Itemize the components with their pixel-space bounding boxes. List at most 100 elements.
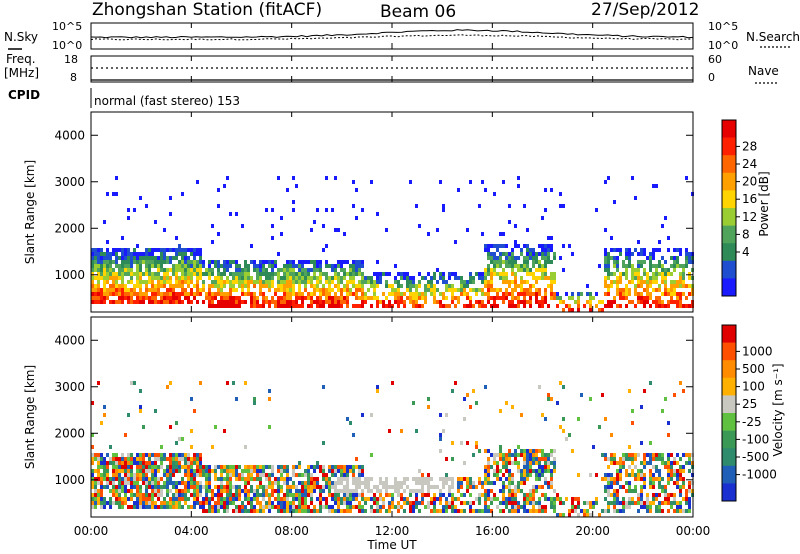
range-cell xyxy=(439,497,442,501)
range-cell xyxy=(97,288,100,292)
range-cell xyxy=(286,268,289,272)
range-cell xyxy=(169,256,172,260)
range-cell xyxy=(421,276,424,280)
range-cell xyxy=(166,385,169,389)
range-cell xyxy=(253,397,256,401)
range-cell xyxy=(331,296,334,300)
range-cell xyxy=(91,505,94,509)
range-cell xyxy=(502,457,505,461)
range-cell xyxy=(106,465,109,469)
range-cell xyxy=(517,481,520,485)
range-cell xyxy=(676,304,679,308)
range-cell xyxy=(544,260,547,264)
freq-label: Freq. xyxy=(6,52,36,66)
colorbar-segment xyxy=(722,325,736,343)
range-cell xyxy=(157,276,160,280)
range-cell xyxy=(163,481,166,485)
range-cell xyxy=(265,493,268,497)
range-cell xyxy=(175,248,178,252)
range-cell xyxy=(637,509,640,513)
range-cell xyxy=(361,260,364,264)
range-cell xyxy=(442,481,445,485)
range-cell xyxy=(385,272,388,276)
range-cell xyxy=(133,481,136,485)
range-cell xyxy=(583,513,586,517)
range-cell xyxy=(658,304,661,308)
range-cell xyxy=(463,509,466,513)
range-cell xyxy=(559,256,562,260)
range-cell xyxy=(151,300,154,304)
range-cell xyxy=(127,260,130,264)
y-tick-label: 3000 xyxy=(54,175,85,189)
range-cell xyxy=(682,485,685,489)
range-cell xyxy=(670,469,673,473)
range-cell xyxy=(229,264,232,268)
range-cell xyxy=(187,465,190,469)
range-cell xyxy=(586,284,589,288)
range-cell xyxy=(322,284,325,288)
range-cell xyxy=(472,276,475,280)
range-cell xyxy=(643,481,646,485)
nsearch-curve xyxy=(90,34,694,41)
range-cell xyxy=(187,485,190,489)
range-cell xyxy=(91,493,94,497)
range-cell xyxy=(190,264,193,268)
range-cell xyxy=(139,469,142,473)
range-cell xyxy=(205,509,208,513)
range-cell xyxy=(97,248,100,252)
range-cell xyxy=(127,300,130,304)
range-cell xyxy=(202,469,205,473)
range-cell xyxy=(565,497,568,501)
range-cell xyxy=(505,469,508,473)
range-cell xyxy=(268,280,271,284)
range-cell xyxy=(310,292,313,296)
range-cell xyxy=(418,284,421,288)
colorbar-tick-label: 20 xyxy=(742,175,757,189)
range-cell xyxy=(310,228,313,232)
range-cell xyxy=(145,481,148,485)
range-cell xyxy=(115,284,118,288)
range-cell xyxy=(364,276,367,280)
range-cell xyxy=(523,256,526,260)
range-cell xyxy=(493,457,496,461)
range-cell xyxy=(169,268,172,272)
range-cell xyxy=(160,501,163,505)
range-cell xyxy=(412,276,415,280)
range-cell xyxy=(328,465,331,469)
range-cell xyxy=(466,489,469,493)
range-cell xyxy=(547,457,550,461)
range-cell xyxy=(658,473,661,477)
range-cell xyxy=(121,477,124,481)
range-cell xyxy=(184,497,187,501)
range-cell xyxy=(184,288,187,292)
range-cell xyxy=(292,272,295,276)
range-cell xyxy=(256,296,259,300)
range-cell xyxy=(115,260,118,264)
range-cell xyxy=(370,180,373,184)
range-cell xyxy=(625,505,628,509)
range-cell xyxy=(133,477,136,481)
range-cell xyxy=(487,268,490,272)
range-cell xyxy=(319,505,322,509)
range-cell xyxy=(226,260,229,264)
range-cell xyxy=(220,272,223,276)
range-cell xyxy=(604,180,607,184)
range-cell xyxy=(250,469,253,473)
range-cell xyxy=(367,276,370,280)
range-cell xyxy=(106,268,109,272)
range-cell xyxy=(169,280,172,284)
range-cell xyxy=(355,304,358,308)
range-cell xyxy=(187,292,190,296)
range-cell xyxy=(493,252,496,256)
range-cell xyxy=(607,288,610,292)
range-cell xyxy=(538,260,541,264)
range-cell xyxy=(100,477,103,481)
range-cell xyxy=(688,481,691,485)
range-cell xyxy=(523,505,526,509)
range-cell xyxy=(583,501,586,505)
range-cell xyxy=(112,493,115,497)
range-cell xyxy=(334,292,337,296)
range-cell xyxy=(499,409,502,413)
range-cell xyxy=(127,473,130,477)
range-cell xyxy=(331,304,334,308)
